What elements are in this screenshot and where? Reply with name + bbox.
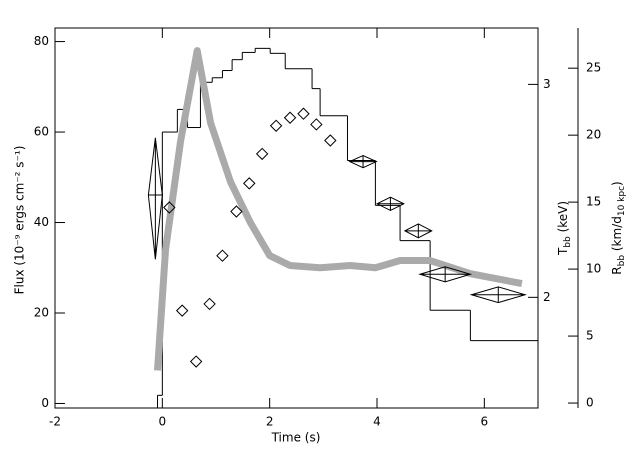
temperature-point <box>469 286 527 304</box>
t-axis-label: Tbb (keV) <box>556 201 573 256</box>
radius-point <box>216 249 229 262</box>
r-tick-label: 10 <box>586 262 601 276</box>
x-tick-label: 0 <box>159 415 167 429</box>
temperature-point <box>418 266 473 283</box>
label-sub: bb <box>617 255 627 267</box>
y-tick-label: 0 <box>41 396 49 410</box>
radius-point <box>310 118 323 131</box>
x-tick-label: 4 <box>373 415 381 429</box>
label-sub: bb <box>563 236 573 248</box>
radius-point <box>297 107 310 120</box>
x-tick-label: 2 <box>266 415 274 429</box>
y-tick-label: 40 <box>34 215 49 229</box>
temperature-point <box>348 154 378 169</box>
r-tick-label: 25 <box>586 61 601 75</box>
label-sub: 10 kpc <box>617 186 627 216</box>
radius-point <box>175 304 189 317</box>
y-tick-label: 20 <box>34 306 49 320</box>
label-part: ) <box>610 181 624 186</box>
radius-point <box>243 177 256 190</box>
r-axis-label: Rbb (km/d10 kpc) <box>610 181 627 274</box>
r-tick-label: 0 <box>586 396 594 410</box>
radius-point <box>203 297 216 311</box>
x-tick-label: -2 <box>49 415 61 429</box>
y-axis-label: Flux (10⁻⁹ ergs cm⁻² s⁻¹) <box>13 146 27 295</box>
label-part: (keV) <box>556 201 570 236</box>
label-part: (km/d <box>610 216 624 255</box>
radius-point <box>269 119 283 132</box>
r-tick-label: 15 <box>586 195 601 209</box>
gray-curve <box>154 47 523 371</box>
label-part: T <box>556 247 570 256</box>
radius-point <box>283 111 297 124</box>
r-tick-label: 5 <box>586 329 594 343</box>
t-tick-label: 2 <box>543 290 551 304</box>
temperature-point <box>375 196 405 211</box>
temperature-point <box>403 223 433 239</box>
radius-point <box>163 201 176 214</box>
temperature-point <box>147 137 163 260</box>
y-tick-label: 80 <box>34 34 49 48</box>
radius-point <box>324 134 337 147</box>
plot-frame <box>54 27 539 409</box>
radius-point <box>255 147 269 161</box>
label-part: R <box>610 266 624 274</box>
radius-point <box>230 205 243 218</box>
x-tick-label: 6 <box>481 415 489 429</box>
t-tick-label: 3 <box>543 77 551 91</box>
radius-point <box>189 355 203 368</box>
r-tick-label: 20 <box>586 128 601 142</box>
y-tick-label: 60 <box>34 125 49 139</box>
x-axis-label: Time (s) <box>271 431 321 445</box>
